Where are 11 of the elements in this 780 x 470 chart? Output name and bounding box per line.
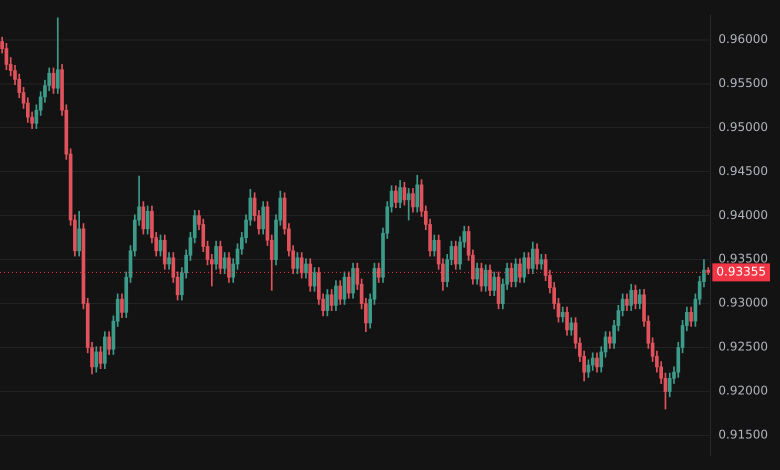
- y-tick-label: 0.94500: [718, 164, 768, 178]
- y-tick-label: 0.91500: [718, 428, 768, 442]
- y-tick-label: 0.95500: [718, 76, 768, 90]
- y-tick-label: 0.94000: [718, 208, 768, 222]
- y-tick-label: 0.93500: [718, 252, 768, 266]
- y-tick-label: 0.92000: [718, 384, 768, 398]
- ref-line-label: 0.93355: [716, 264, 766, 278]
- y-tick-label: 0.95000: [718, 120, 768, 134]
- y-tick-label: 0.92500: [718, 340, 768, 354]
- y-tick-label: 0.96000: [718, 32, 768, 46]
- y-tick-label: 0.93000: [718, 296, 768, 310]
